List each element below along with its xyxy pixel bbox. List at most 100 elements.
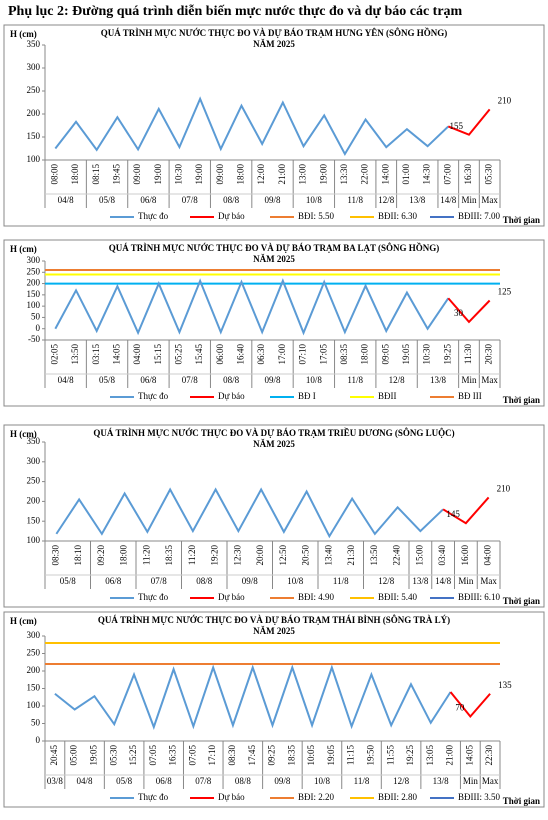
group-label: 10/8 [314, 776, 331, 786]
y-tick-label: 100 [27, 154, 41, 164]
series-line [54, 664, 452, 730]
group-label: 04/8 [58, 195, 75, 205]
x-tick-label: 19:25 [405, 745, 415, 766]
y-tick-label: 200 [27, 278, 41, 288]
chart-subtitle: NĂM 2025 [253, 439, 295, 449]
group-label: 13/8 [433, 776, 450, 786]
x-tick-label: 19:05 [326, 745, 336, 766]
x-tick-label: 19:05 [89, 745, 99, 766]
group-label: Min [458, 576, 474, 586]
x-tick-label: 16:30 [463, 164, 473, 185]
group-label: 05/8 [99, 195, 116, 205]
y-tick-label: 150 [27, 515, 41, 525]
group-label: 07/8 [151, 576, 168, 586]
legend-label: Dự báo [218, 211, 245, 221]
chart-frame [3, 24, 545, 227]
legend-label: BĐ III [458, 391, 482, 401]
series-line [447, 108, 491, 136]
group-label: 03/8 [47, 776, 64, 786]
x-tick-label: 18:00 [236, 164, 246, 185]
group-label: 13/8 [412, 576, 429, 586]
y-tick-label: -50 [28, 334, 40, 344]
y-tick-label: 100 [27, 535, 41, 545]
chart-subtitle: NĂM 2025 [253, 39, 295, 49]
x-tick-label: 03:15 [91, 344, 101, 365]
x-tick-label: 05:25 [173, 344, 183, 365]
x-tick-label: 18:00 [119, 545, 129, 566]
y-tick-label: 50 [31, 311, 41, 321]
x-tick-label: 13:40 [323, 545, 333, 566]
group-label: 08/8 [196, 576, 213, 586]
chart-subtitle: NĂM 2025 [253, 254, 295, 264]
legend-label: BĐIII: 3.50 [458, 792, 500, 802]
x-tick-label: 11:20 [187, 545, 197, 566]
group-label: 13/8 [409, 195, 426, 205]
group-label: 07/8 [182, 375, 199, 385]
group-label: 07/8 [195, 776, 212, 786]
chart-title: QUÁ TRÌNH MỰC NƯỚC THỰC ĐO VÀ DỰ BÁO TRẠ… [93, 428, 454, 438]
y-tick-label: 350 [27, 39, 41, 49]
x-tick-label: 05:30 [484, 164, 494, 185]
group-label: 05/8 [116, 776, 133, 786]
y-axis-label: H (cm) [10, 29, 37, 39]
x-tick-label: 14:05 [111, 344, 121, 365]
legend-label: Dự báo [218, 592, 245, 602]
legend-label: Dự báo [218, 391, 245, 401]
series-line [55, 487, 444, 539]
x-tick-label: 20:00 [255, 545, 265, 566]
x-tick-label: 15:45 [194, 344, 204, 365]
group-label: 09/8 [242, 576, 259, 586]
x-tick-label: 20:50 [301, 545, 311, 566]
x-tick-label: 15:15 [153, 344, 163, 365]
group-label: 10/8 [306, 375, 323, 385]
y-tick-label: 300 [27, 630, 41, 640]
y-tick-label: 0 [36, 735, 41, 745]
x-tick-label: 07:10 [298, 344, 308, 365]
x-tick-label: 21:00 [277, 164, 287, 185]
data-label: 135 [498, 680, 512, 690]
y-tick-label: 100 [27, 300, 41, 310]
legend-label: BĐ I [298, 391, 316, 401]
series-line [447, 297, 491, 324]
x-tick-label: 08:15 [91, 164, 101, 185]
y-tick-label: 200 [27, 495, 41, 505]
x-tick-label: 19:25 [442, 344, 452, 365]
group-label: Max [481, 375, 498, 385]
y-tick-label: 200 [27, 665, 41, 675]
x-tick-label: 11:15 [346, 745, 356, 766]
group-label: 12/8 [389, 375, 406, 385]
x-axis-label: Thời gian [503, 215, 540, 225]
legend-label: BĐI: 5.50 [298, 211, 335, 221]
x-tick-label: 07:00 [442, 164, 452, 185]
group-label: 08/8 [223, 195, 240, 205]
data-label: 210 [497, 484, 511, 494]
x-tick-label: 13:50 [70, 344, 80, 365]
legend-label: BĐII: 2.80 [378, 792, 417, 802]
group-label: 06/8 [105, 576, 122, 586]
y-tick-label: 200 [27, 108, 41, 118]
data-label: 155 [449, 121, 463, 131]
group-label: 12/8 [378, 195, 395, 205]
group-label: 14/8 [435, 576, 452, 586]
legend-label: Dự báo [218, 792, 245, 802]
x-tick-label: 15:25 [128, 745, 138, 766]
legend-label: Thực đo [138, 792, 169, 802]
chart-subtitle: NĂM 2025 [253, 626, 295, 636]
x-tick-label: 02:05 [49, 344, 59, 365]
x-tick-label: 07:05 [187, 745, 197, 766]
x-tick-label: 04:00 [483, 545, 493, 566]
data-label: 145 [446, 509, 460, 519]
x-axis-label: Thời gian [503, 796, 540, 806]
x-tick-label: 09:25 [267, 745, 277, 766]
x-tick-label: 19:00 [153, 164, 163, 185]
group-label: 11/8 [347, 195, 363, 205]
y-tick-label: 150 [27, 683, 41, 693]
x-tick-label: 09:00 [215, 164, 225, 185]
x-tick-label: 06:30 [256, 344, 266, 365]
group-label: 04/8 [77, 776, 94, 786]
series-line [449, 691, 491, 719]
y-tick-label: 300 [27, 456, 41, 466]
x-tick-label: 13:05 [425, 745, 435, 766]
x-tick-label: 20:30 [484, 344, 494, 365]
data-label: 210 [498, 95, 512, 105]
